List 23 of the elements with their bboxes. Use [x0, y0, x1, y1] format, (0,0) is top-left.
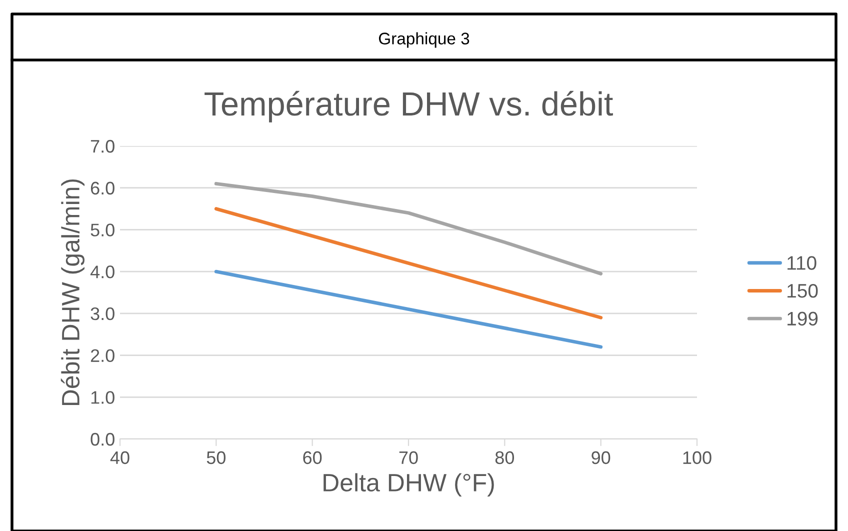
legend-label: 199 [788, 312, 818, 326]
y-tick-label: 3.0 [90, 307, 114, 320]
chart-title: Température DHW vs. débit [204, 90, 613, 122]
x-tick-label: 70 [399, 451, 418, 464]
line-series [214, 182, 603, 276]
y-tick-label: 0.0 [90, 432, 114, 446]
y-tick-label: 5.0 [90, 224, 114, 236]
x-axis-title: Delta DHW (°F) [324, 473, 494, 496]
x-tick-label: 80 [495, 451, 514, 464]
x-tick-label: 60 [303, 451, 322, 464]
text: Graphique 3 [378, 32, 470, 48]
x-tick-label: 50 [206, 451, 226, 464]
y-tick-label: 2.0 [90, 349, 114, 362]
x-tick-label: 100 [683, 451, 712, 464]
legend-label: 110 [788, 256, 816, 270]
y-tick-label: 7.0 [90, 140, 114, 153]
y-tick-label: 4.0 [90, 266, 114, 278]
y-axis-title: Débit DHW (gal/min) [60, 179, 84, 406]
x-tick-label: 90 [592, 451, 610, 464]
y-tick-label: 6.0 [90, 182, 114, 195]
y-tick-label: 1.0 [91, 391, 114, 404]
legend-label: 150 [788, 284, 818, 298]
x-tick-label: 40 [110, 451, 130, 464]
